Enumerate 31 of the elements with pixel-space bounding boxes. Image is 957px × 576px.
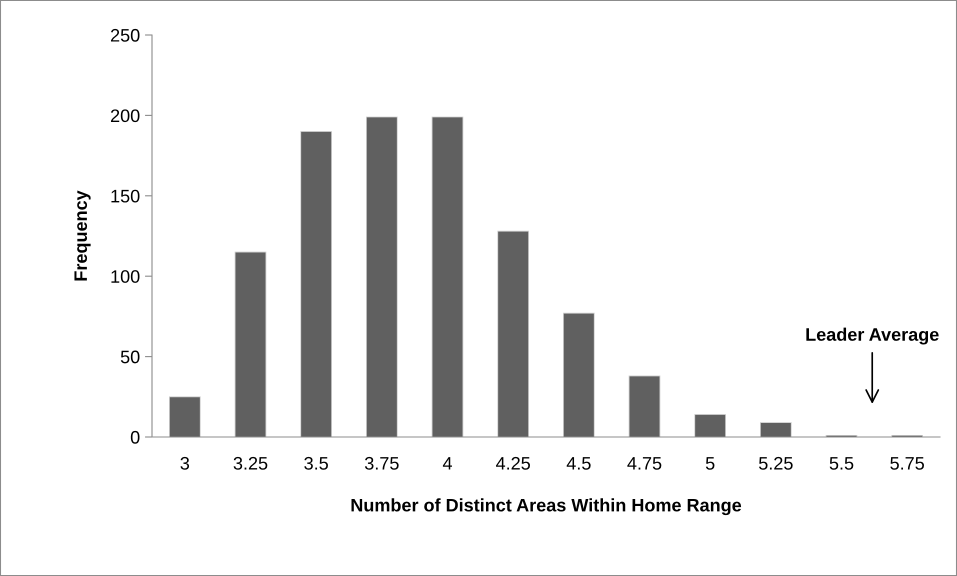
x-tick-label: 5	[706, 457, 714, 470]
bar	[628, 375, 660, 437]
y-tick-label: 0	[130, 430, 140, 444]
bar	[168, 396, 201, 437]
x-tick-label: 5.5	[830, 457, 854, 470]
x-tick-label: 4.75	[627, 457, 662, 470]
bar	[300, 131, 332, 437]
y-tick-label: 250	[110, 28, 140, 42]
x-tick-label: 3.25	[234, 456, 268, 470]
x-tick-label: 3.5	[304, 456, 328, 470]
bar	[694, 414, 726, 437]
x-tick-label: 4.5	[566, 457, 591, 470]
y-tick-label: 50	[120, 350, 140, 364]
y-tick-label: 100	[111, 270, 140, 283]
x-tick-label: 3.75	[364, 456, 399, 470]
y-tick-label: 200	[110, 109, 140, 122]
bar	[497, 230, 530, 437]
bar	[760, 422, 792, 437]
y-tick-label: 150	[111, 190, 140, 203]
bar	[432, 116, 464, 437]
x-tick-label: 4.25	[496, 456, 530, 470]
bar	[234, 252, 266, 437]
x-tick-label: 3	[180, 456, 190, 470]
bar	[562, 312, 595, 437]
annotation: Leader Average	[806, 328, 939, 345]
y-axis-title: Frequency	[74, 190, 91, 280]
bar	[366, 116, 398, 437]
x-tick-label: 5.25	[758, 456, 793, 470]
x-axis-title: Number of Distinct Areas Within Home Range	[352, 498, 742, 516]
x-tick-label: 5.75	[890, 457, 924, 470]
x-tick-label: 4	[442, 457, 452, 470]
